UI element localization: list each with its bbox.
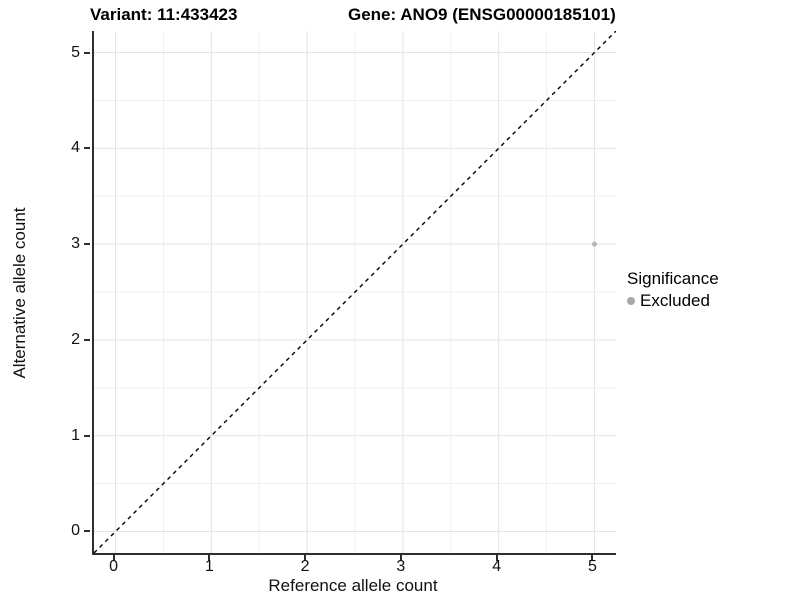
y-tick-label: 4 xyxy=(71,139,80,157)
x-tick-mark xyxy=(591,555,594,561)
y-axis-title: Alternative allele count xyxy=(10,207,29,379)
identity-dashed-line xyxy=(94,31,616,553)
x-tick-label: 4 xyxy=(492,558,502,575)
legend-title: Significance xyxy=(627,269,719,288)
y-tick-label: 3 xyxy=(71,235,80,253)
x-tick-mark xyxy=(495,555,498,561)
x-axis-title: Reference allele count xyxy=(268,576,438,595)
y-tick-label: 5 xyxy=(71,43,80,61)
plot-title-gene: Gene: ANO9 (ENSG00000185101) xyxy=(348,5,616,24)
x-tick-label: 5 xyxy=(587,558,597,575)
plot-canvas xyxy=(94,31,616,553)
legend-point-icon xyxy=(627,297,635,305)
x-tick-label: 3 xyxy=(396,558,406,575)
y-tick-mark xyxy=(84,51,90,54)
y-tick-label: 1 xyxy=(71,426,80,444)
legend-item-label: Excluded xyxy=(640,291,710,310)
x-tick-mark xyxy=(112,555,115,561)
y-tick-mark xyxy=(84,434,90,437)
x-tick-label: 0 xyxy=(109,558,118,575)
legend: Significance Excluded xyxy=(627,269,719,311)
plot-panel xyxy=(92,31,616,555)
y-tick-mark xyxy=(84,530,90,533)
x-tick-label: 1 xyxy=(204,558,214,575)
y-tick-mark xyxy=(84,243,90,246)
legend-items: Excluded xyxy=(627,291,719,311)
y-tick-label: 2 xyxy=(71,330,80,348)
plot-title-variant: Variant: 11:433423 xyxy=(90,5,238,24)
y-tick-label: 0 xyxy=(71,522,80,540)
x-tick-mark xyxy=(304,555,307,561)
x-tick-mark xyxy=(208,555,211,561)
data-point xyxy=(591,241,597,247)
legend-item: Excluded xyxy=(627,291,719,311)
y-tick-mark xyxy=(84,338,90,341)
x-tick-label: 2 xyxy=(300,558,310,575)
x-tick-mark xyxy=(399,555,402,561)
y-tick-mark xyxy=(84,147,90,150)
